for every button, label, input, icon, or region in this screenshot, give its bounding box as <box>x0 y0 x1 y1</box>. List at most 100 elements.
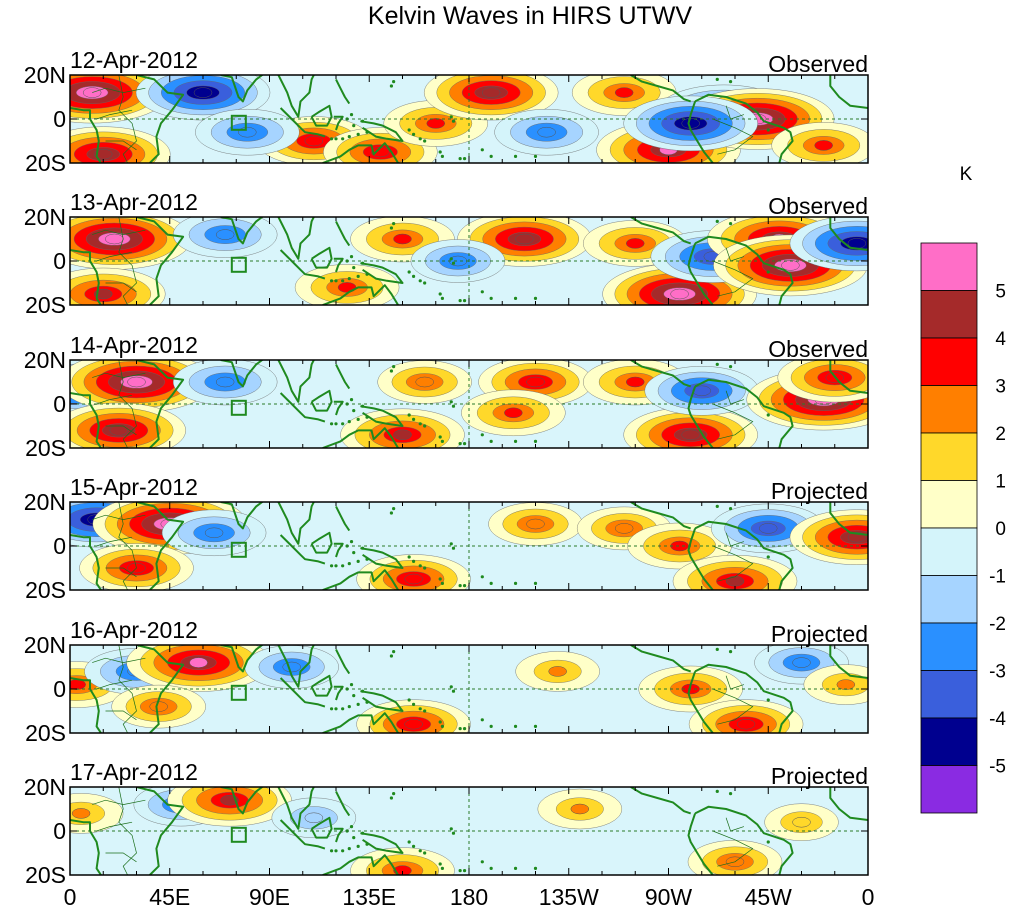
chart-title: Kelvin Waves in HIRS UTWV <box>368 2 692 30</box>
anomaly-peak <box>481 87 501 98</box>
island <box>449 257 453 261</box>
coastline <box>694 805 794 875</box>
island <box>418 849 422 853</box>
island <box>361 119 365 123</box>
anomaly-peak <box>504 407 523 419</box>
anomaly-peak <box>515 233 534 245</box>
island <box>365 700 369 704</box>
island <box>411 702 416 707</box>
country-border <box>712 118 754 155</box>
coastline <box>322 569 399 590</box>
island <box>462 584 467 588</box>
island <box>347 562 351 566</box>
country-border <box>712 830 754 867</box>
island <box>533 866 538 871</box>
island <box>329 849 334 853</box>
island <box>489 866 493 871</box>
x-tick-label: 0 <box>862 884 875 910</box>
coastline <box>333 827 344 843</box>
island <box>389 84 394 88</box>
y-tick-label: 0 <box>53 676 66 702</box>
coastline <box>279 249 326 280</box>
island <box>489 724 493 729</box>
coastline <box>694 93 794 163</box>
country-border <box>118 217 137 305</box>
panel-kind: Observed <box>768 51 868 77</box>
island <box>449 685 453 689</box>
island <box>347 847 351 851</box>
coastline <box>687 671 714 733</box>
island <box>347 705 351 709</box>
anomaly-peak <box>149 701 168 712</box>
x-tick-label: 90W <box>645 884 693 910</box>
coastline <box>335 78 351 105</box>
y-tick-label: 20S <box>25 435 66 461</box>
island <box>513 581 518 586</box>
island <box>329 279 334 283</box>
coastline <box>687 386 714 448</box>
country-border <box>92 229 146 235</box>
coastline <box>277 645 315 688</box>
island <box>407 555 411 559</box>
colorbar-swatch <box>920 337 978 386</box>
anomaly-peak <box>548 666 567 677</box>
coastline <box>360 405 404 427</box>
coastline <box>829 360 868 394</box>
anomaly-field <box>70 502 868 590</box>
coastline <box>630 217 692 245</box>
coastline <box>220 217 264 245</box>
coastline <box>70 392 102 448</box>
island <box>423 139 427 143</box>
island <box>458 442 462 446</box>
island <box>418 707 422 711</box>
anomaly-peak <box>681 429 700 441</box>
panel-5: 20N 0 20S 16-Apr-2012 Projected <box>24 617 869 746</box>
coastline <box>279 392 326 423</box>
panel-date: 14-Apr-2012 <box>70 332 198 358</box>
panel-date: 17-Apr-2012 <box>70 759 198 785</box>
island <box>411 132 416 136</box>
country-border <box>712 260 754 297</box>
country-border <box>105 567 137 578</box>
island <box>423 566 427 570</box>
coastline <box>335 790 351 817</box>
island <box>423 851 427 855</box>
panel-kind: Projected <box>771 763 868 789</box>
colorbar-swatch <box>920 242 978 291</box>
x-tick-label: 45W <box>745 884 793 910</box>
anomaly-peak <box>204 527 224 539</box>
coastline <box>220 645 264 673</box>
coastline <box>136 217 185 305</box>
island <box>423 281 427 285</box>
anomaly-peak <box>304 135 324 147</box>
island <box>347 135 351 139</box>
island <box>440 439 444 443</box>
island <box>411 274 416 278</box>
y-tick-label: 20N <box>24 632 66 658</box>
coastline <box>322 712 399 733</box>
island <box>458 584 462 588</box>
colorbar-label: 5 <box>995 282 1006 303</box>
coastline <box>310 816 333 839</box>
colorbar-label: 4 <box>995 329 1006 350</box>
island <box>365 272 369 276</box>
coastline <box>310 246 333 269</box>
island <box>458 869 462 873</box>
colorbar-swatch <box>920 527 978 576</box>
island <box>361 261 365 265</box>
island <box>451 261 456 265</box>
y-tick-label: 20N <box>24 204 66 230</box>
x-axis: 0 45E 90E 135E 180 135W 90W 45W 0 <box>64 884 875 910</box>
anomaly-field <box>70 360 868 448</box>
island <box>356 559 360 564</box>
island <box>766 555 770 559</box>
panel-kind: Observed <box>768 336 868 362</box>
panel-kind: Observed <box>768 193 868 219</box>
coastline <box>829 787 868 821</box>
colorbar-label: -4 <box>989 709 1006 730</box>
island <box>347 277 351 281</box>
panel-date: 13-Apr-2012 <box>70 189 198 215</box>
island <box>715 219 719 223</box>
